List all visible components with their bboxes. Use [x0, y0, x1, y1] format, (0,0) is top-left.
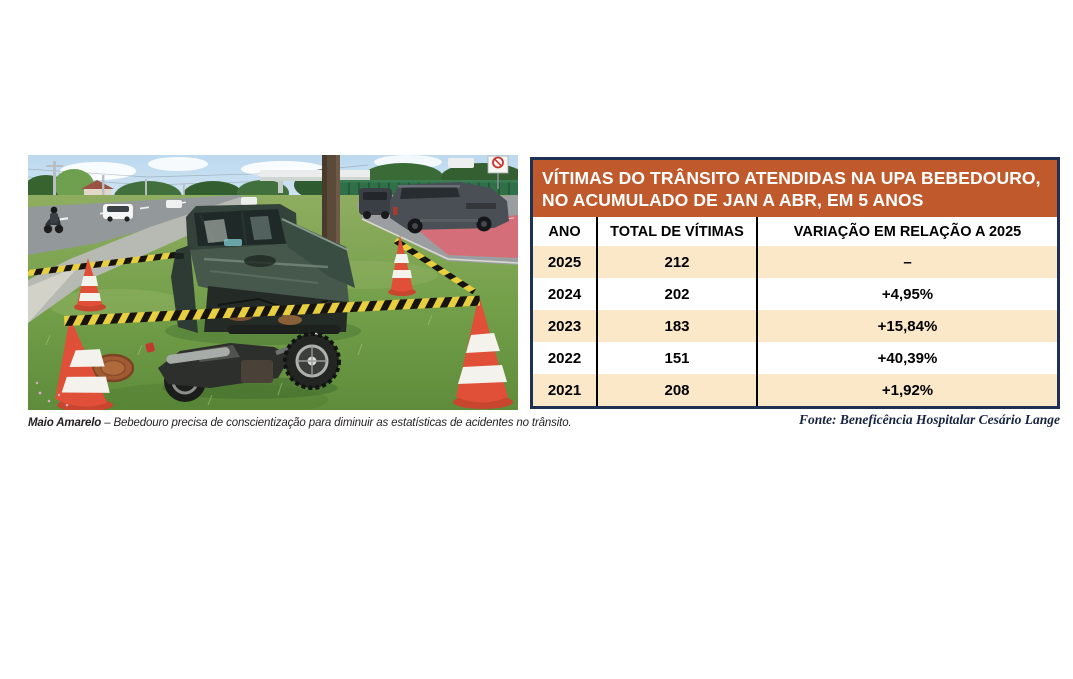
- cell-variacao: –: [756, 246, 1057, 279]
- cell-ano: 2022: [547, 349, 582, 367]
- table-row-2022: 2022 151 +40,39%: [533, 342, 1057, 375]
- traffic-cone-left-front: [55, 316, 113, 410]
- cell-ano: 2025: [547, 253, 582, 271]
- col-header-total: TOTAL DE VÍTIMAS: [596, 217, 757, 247]
- cell-variacao: +15,84%: [756, 310, 1057, 343]
- stats-table: VÍTIMAS DO TRÂNSITO ATENDIDAS NA UPA BEB…: [530, 157, 1060, 410]
- table-title-line2: NO ACUMULADO DE JAN A ABR, EM 5 ANOS: [542, 190, 924, 211]
- accident-photo: [28, 155, 518, 410]
- table-title-line1: VÍTIMAS DO TRÂNSITO ATENDIDAS NA UPA BEB…: [542, 168, 1041, 188]
- photo-caption-text: – Bebedouro precisa de conscientização p…: [101, 417, 572, 429]
- dark-suv: [359, 188, 392, 219]
- table-row-2023: 2023 183 +15,84%: [533, 310, 1057, 343]
- traffic-cone-left-mid: [74, 258, 106, 312]
- cell-total: 202: [596, 278, 757, 311]
- col-header-variacao: VARIAÇÃO EM RELAÇÃO A 2025: [756, 217, 1057, 247]
- cell-ano: 2024: [547, 285, 582, 303]
- cell-total: 212: [596, 246, 757, 279]
- col-header-ano: ANO: [548, 223, 581, 240]
- photo-caption-lead: Maio Amarelo: [28, 417, 102, 429]
- accident-photo-svg: [28, 155, 518, 410]
- distant-cars: [103, 158, 474, 222]
- victims-table: ANO TOTAL DE VÍTIMAS VARIAÇÃO EM RELAÇÃO…: [533, 217, 1057, 407]
- pickup-truck: [390, 182, 509, 234]
- white-suv: [103, 204, 133, 222]
- table-row-2021: 2021 208 +1,92%: [533, 374, 1057, 407]
- cell-variacao: +1,92%: [756, 374, 1057, 407]
- table-header-row: ANO TOTAL DE VÍTIMAS VARIAÇÃO EM RELAÇÃO…: [533, 217, 1057, 247]
- no-parking-sign: [487, 155, 509, 189]
- cell-ano: 2023: [547, 317, 582, 335]
- traffic-cone-right-front: [453, 295, 513, 409]
- traffic-cone-right-mid: [388, 235, 416, 296]
- cell-total: 183: [596, 310, 757, 343]
- motorcyclist: [43, 206, 64, 234]
- hazard-tape-front: [64, 295, 480, 326]
- table-title: VÍTIMAS DO TRÂNSITO ATENDIDAS NA UPA BEB…: [533, 160, 1057, 218]
- cell-variacao: +4,95%: [756, 278, 1057, 311]
- cell-total: 208: [596, 374, 757, 407]
- cell-variacao: +40,39%: [756, 342, 1057, 375]
- table-row-2025: 2025 212 –: [533, 246, 1057, 279]
- table-source: Fonte: Beneficência Hospitalar Cesário L…: [799, 412, 1060, 427]
- table-row-2024: 2024 202 +4,95%: [533, 278, 1057, 311]
- fallen-motorcycle: [145, 332, 341, 402]
- hazard-tape-upper: [28, 238, 476, 295]
- cell-ano: 2021: [547, 381, 582, 399]
- cell-total: 151: [596, 342, 757, 375]
- photo-caption: Maio Amarelo – Bebedouro precisa de cons…: [28, 417, 572, 429]
- grass-details: [35, 314, 433, 407]
